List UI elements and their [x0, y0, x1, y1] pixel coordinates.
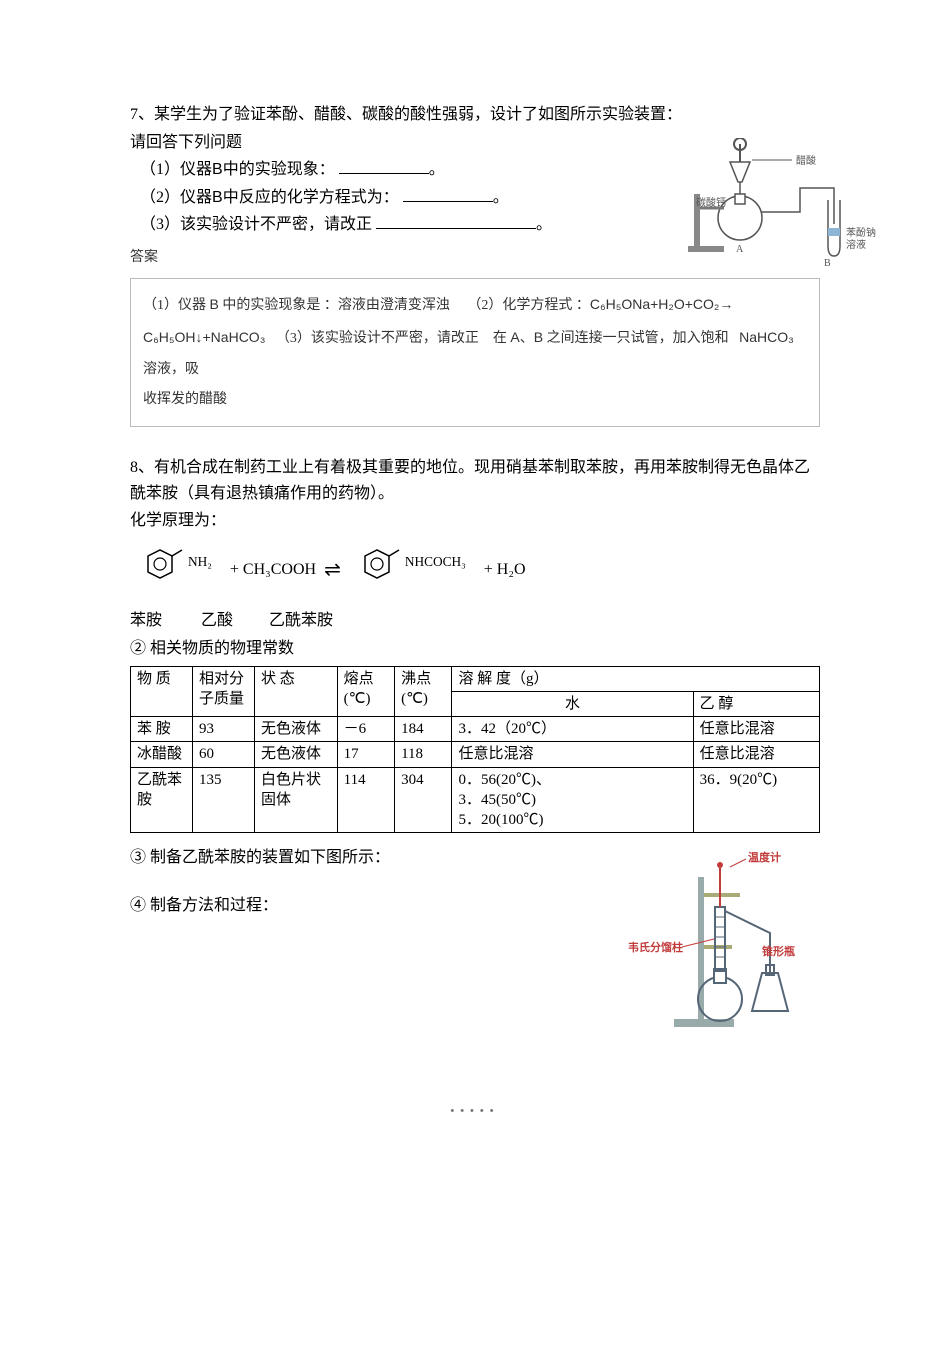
q7-answer-box: （1）仪器 B 中的实验现象是 ：溶液由澄清变浑浊 （2）化学方程式 ：C₆H₅… — [130, 278, 820, 427]
q8-equation: NH₂ + CH₃COOH ⇌ NHCOCH₃ + H₂O — [130, 546, 820, 594]
th-water: 水 — [452, 691, 693, 716]
eq-nh2: NH₂ — [188, 554, 212, 569]
table-row: 冰醋酸 60 无色液体 17 118 任意比混溶 任意比混溶 — [131, 742, 820, 767]
q8-fig-column: 韦氏分馏柱 — [628, 940, 683, 954]
q7-device-b-2: B — [212, 189, 223, 206]
q7-sub1-label: （1）仪器 — [140, 161, 212, 178]
a2-eq: ：C₆H₅ONa+H₂O+CO₂→ — [576, 296, 734, 312]
q7-fig-sol2: 溶液 — [846, 238, 866, 251]
cell: 无色液体 — [255, 717, 338, 742]
answer-line-3: 收挥发的醋酸 — [143, 385, 807, 416]
a3-end: 溶液，吸 — [143, 362, 199, 377]
q8-table-title: ② 相关物质的物理常数 — [130, 636, 820, 662]
answer-line-2: C₆H₅OH↓+NaHCO₃ （3）该实验设计不严密，请改正 在 A、B 之间连… — [143, 322, 807, 386]
a1-mid: 中的实验现象是 — [222, 298, 320, 313]
benzene-ring-1 — [130, 546, 190, 594]
cell: －6 — [337, 717, 394, 742]
q8-fig-flask: 锥形瓶 — [762, 944, 795, 958]
cell: 冰醋酸 — [131, 742, 193, 767]
th-molarmass: 相对分子质量 — [193, 666, 255, 717]
a3-nahco3: NaHCO₃ — [739, 329, 794, 345]
q7-figure: 碳酸钙 醋酸 B 苯酚钠 溶液 A — [680, 138, 880, 268]
table-row: 物 质 相对分子质量 状 态 熔点(℃) 沸点(℃) 溶 解 度（g） — [131, 666, 820, 691]
cell: 白色片状固体 — [255, 767, 338, 833]
cell: 任意比混溶 — [693, 717, 819, 742]
a1-b: B — [210, 296, 219, 312]
cell: 乙酰苯胺 — [131, 767, 193, 833]
th-substance: 物 质 — [131, 666, 193, 717]
cell: 17 — [337, 742, 394, 767]
cell: 任意比混溶 — [452, 742, 693, 767]
blank-2 — [403, 187, 493, 202]
blank-1 — [339, 159, 429, 174]
q7-sub2-label: （2）仪器 — [140, 189, 212, 206]
benzene-ring-2 — [347, 546, 407, 594]
q8-fig-therm: 温度计 — [748, 850, 781, 864]
q7-fig-B: B — [824, 258, 831, 268]
q7-stem: 7、某学生为了验证苯酚、醋酸、碳酸的酸性强弱，设计了如图所示实验装置： — [130, 102, 820, 128]
cell: 60 — [193, 742, 255, 767]
cell: 93 — [193, 717, 255, 742]
label-aceticacid: 乙酸 — [182, 606, 252, 630]
eq-nhcoch3: NHCOCH₃ — [405, 554, 466, 569]
q7-device-b-1: B — [212, 161, 223, 178]
page-number: ••••• — [130, 1105, 820, 1117]
cell: 184 — [395, 717, 452, 742]
label-acetanilide: 乙酰苯胺 — [256, 606, 346, 630]
a3-p2: 之间连接一只试管，加入饱和 — [547, 331, 729, 346]
cell: 无色液体 — [255, 742, 338, 767]
eq-under-labels: 苯胺 乙酸 乙酰苯胺 — [130, 606, 820, 630]
cell: 114 — [337, 767, 394, 833]
table-row: 乙酰苯胺 135 白色片状固体 114 304 0．56(20℃)、 3．45(… — [131, 767, 820, 833]
q8-data-table: 物 质 相对分子质量 状 态 熔点(℃) 沸点(℃) 溶 解 度（g） 水 乙 … — [130, 666, 820, 834]
eq-plus-water: + H₂O — [484, 561, 526, 579]
th-state: 状 态 — [255, 666, 338, 717]
a3-eq-left: C₆H₅OH↓+NaHCO₃ — [143, 329, 265, 345]
q8-stem: 8、有机合成在制药工业上有着极其重要的地位。现用硝基苯制取苯胺，再用苯胺制得无色… — [130, 455, 820, 506]
cell: 135 — [193, 767, 255, 833]
eq-plus-acid: + CH₃COOH — [230, 561, 316, 579]
q7-sub3-text: （3）该实验设计不严密，请改正 — [140, 216, 372, 233]
q7-fig-left: 碳酸钙 — [696, 196, 726, 209]
cell: 0．56(20℃)、 3．45(50℃) 5．20(100℃) — [452, 767, 693, 833]
q8-principle: 化学原理为： — [130, 508, 820, 534]
cell: 任意比混溶 — [693, 742, 819, 767]
a1-post: ：溶液由澄清变浑浊 — [324, 298, 450, 313]
a3-pre: （3）该实验设计不严密，请改正 — [276, 331, 479, 346]
answer-line-1: （1）仪器 B 中的实验现象是 ：溶液由澄清变浑浊 （2）化学方程式 ：C₆H₅… — [143, 289, 807, 322]
q7-sub2-mid: 中反应的化学方程式为： — [223, 189, 399, 206]
q8-bottom: ③ 制备乙酰苯胺的装置如下图所示： ④ 制备方法和过程： — [130, 845, 820, 1045]
q7-fig-acid: 醋酸 — [796, 154, 816, 167]
th-boiling: 沸点(℃) — [395, 666, 452, 717]
label-aniline: 苯胺 — [130, 606, 178, 630]
question-8: 8、有机合成在制药工业上有着极其重要的地位。现用硝基苯制取苯胺，再用苯胺制得无色… — [130, 455, 820, 1045]
cell: 304 — [395, 767, 452, 833]
q8-figure: 温度计 韦氏分馏柱 锥形瓶 — [620, 839, 810, 1039]
a2-pre: （2）化学方程式 — [467, 298, 572, 313]
a3-ab: A、B — [510, 329, 543, 345]
q7-sub1-mid: 中的实验现象： — [223, 161, 335, 178]
cell: 118 — [395, 742, 452, 767]
cell: 36．9(20℃) — [693, 767, 819, 833]
table-row: 苯 胺 93 无色液体 －6 184 3．42（20℃） 任意比混溶 — [131, 717, 820, 742]
th-melting: 熔点(℃) — [337, 666, 394, 717]
q7-fig-sol1: 苯酚钠 — [846, 226, 876, 239]
blank-3 — [376, 214, 536, 229]
cell: 苯 胺 — [131, 717, 193, 742]
a1-pre: （1）仪器 — [143, 298, 206, 313]
svg-text:A: A — [736, 244, 744, 255]
th-ethanol: 乙 醇 — [693, 691, 819, 716]
question-7: 7、某学生为了验证苯酚、醋酸、碳酸的酸性强弱，设计了如图所示实验装置： 请回答下… — [130, 102, 820, 238]
eq-arrow: ⇌ — [324, 557, 339, 582]
cell: 3．42（20℃） — [452, 717, 693, 742]
th-solubility: 溶 解 度（g） — [452, 666, 820, 691]
a3-p1: 在 — [493, 331, 507, 346]
